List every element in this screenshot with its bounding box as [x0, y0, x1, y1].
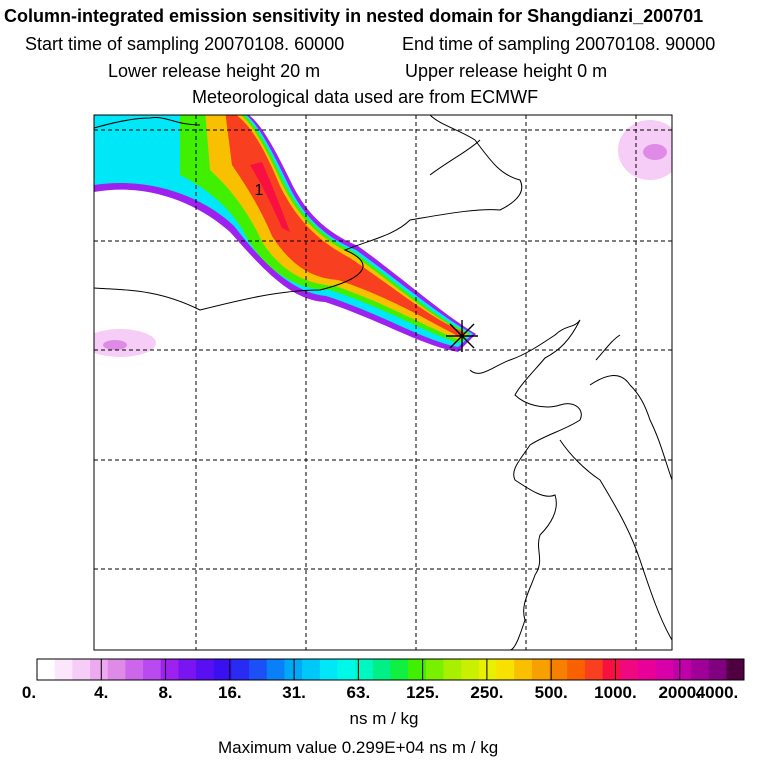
colorbar-swatch	[726, 659, 745, 680]
colorbar-swatch	[37, 659, 56, 680]
colorbar-tick-label: 4.	[94, 683, 109, 702]
colorbar-swatch	[690, 659, 710, 680]
coastlines	[94, 115, 672, 650]
met-data-label: Meteorological data used are from ECMWF	[192, 87, 539, 107]
maximum-value-label: Maximum value 0.299E+04 ns m / kg	[218, 738, 499, 757]
chart-title: Column-integrated emission sensitivity i…	[4, 6, 704, 26]
colorbar-tick-label: 0.	[21, 683, 37, 702]
colorbar-swatch	[372, 659, 391, 680]
colorbar-swatch	[231, 659, 250, 680]
colorbar-swatch	[337, 659, 356, 680]
start-time-label: Start time of sampling 20070108. 60000	[25, 34, 345, 54]
colorbar-swatch	[655, 659, 674, 680]
colorbar-swatch	[390, 659, 409, 680]
colorbar-swatch	[443, 659, 462, 680]
plume-red-core	[225, 115, 466, 337]
colorbar-swatch	[637, 659, 657, 680]
colorbar-tick-label: 63.	[346, 683, 371, 702]
colorbar-frame	[36, 658, 745, 681]
colorbar-swatch	[178, 659, 197, 680]
colorbar-swatch	[143, 659, 162, 680]
grid-lines	[94, 115, 672, 650]
colorbar-tick-label: 2000.	[658, 683, 701, 702]
colorbar-swatch	[160, 659, 179, 680]
colorbar-swatch	[107, 659, 126, 680]
colorbar-swatch	[90, 659, 109, 680]
colorbar-swatch	[496, 659, 515, 680]
colorbar-swatch	[531, 659, 551, 680]
colorbar-tick-label: 500.	[534, 683, 568, 702]
max-location-label: 1	[255, 182, 264, 199]
colorbar-swatch	[266, 659, 285, 680]
colorbar-swatch	[514, 659, 533, 680]
colorbar-swatch	[355, 659, 374, 680]
colorbar-swatch	[284, 659, 303, 680]
colorbar-swatch	[408, 659, 427, 680]
colorbar-swatch	[196, 659, 215, 680]
colorbar-tick-label: 1000.	[594, 683, 637, 702]
colorbar-swatch	[302, 659, 321, 680]
plume-max-core	[250, 162, 290, 232]
end-time-label: End time of sampling 20070108. 90000	[402, 34, 716, 54]
colorbar-swatch	[567, 659, 586, 680]
colorbar-swatch	[425, 659, 445, 680]
colorbar-swatch	[461, 659, 480, 680]
colorbar-swatch	[708, 659, 727, 680]
colorbar-swatch	[478, 659, 498, 680]
colorbar-tick-label: 16.	[217, 683, 242, 702]
upper-release-label: Upper release height 0 m	[405, 61, 608, 81]
colorbar-swatch	[125, 659, 144, 680]
lower-release-label: Lower release height 20 m	[108, 61, 321, 81]
colorbar-swatch	[54, 659, 73, 680]
blob-left-core	[103, 340, 127, 350]
colorbar-tick-label: 125.	[406, 683, 440, 702]
colorbar-tick-label: 31.	[282, 683, 306, 702]
colorbar-swatch	[249, 659, 268, 680]
colorbar-swatch	[319, 659, 338, 680]
colorbar-swatch	[620, 659, 639, 680]
colorbar-tick-label: 4000.	[695, 683, 739, 702]
colorbar-swatch	[72, 659, 91, 680]
colorbar-tick-label: 8.	[158, 683, 173, 702]
colorbar-swatch	[213, 659, 232, 680]
colorbar-swatch	[584, 659, 604, 680]
release-site-marker	[446, 320, 478, 352]
map-frame	[93, 114, 673, 651]
colorbar-swatch	[549, 659, 568, 680]
colorbar-tick-label: 250.	[470, 683, 504, 702]
blob-top-right-core	[643, 144, 667, 160]
colorbar-swatch	[602, 659, 621, 680]
colorbar-swatch	[673, 659, 692, 680]
colorbar-units: ns m / kg	[349, 709, 419, 728]
